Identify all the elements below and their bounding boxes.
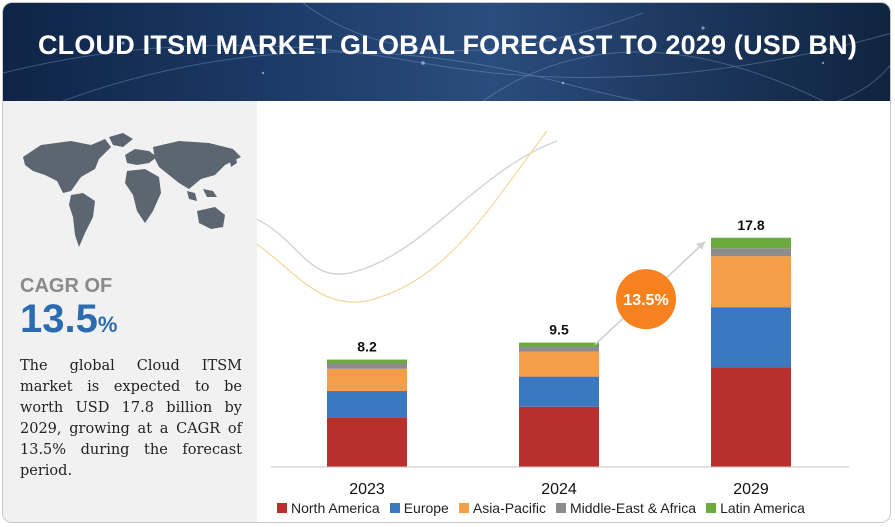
cagr-value: 13.5%: [20, 297, 117, 342]
stacked-bar-chart: 8.2 2023 9.5 2024 17.8 2029 13.5%: [257, 130, 849, 497]
bar-segment-2023-middle-east-africa: [327, 363, 407, 369]
legend-swatch: [389, 503, 400, 513]
bar-segment-2029-middle-east-africa: [711, 248, 791, 257]
bar-segment-2024-middle-east-africa: [519, 346, 599, 352]
total-label-2029: 17.8: [737, 217, 764, 233]
cagr-number: 13.5: [20, 297, 98, 341]
legend-item-north-america: North America: [277, 500, 380, 516]
legend-label: Middle-East & Africa: [570, 500, 697, 516]
x-tick-label-2029: 2029: [733, 481, 769, 497]
legend-label: Latin America: [720, 500, 805, 516]
labels-layer: 8.2 2023 9.5 2024 17.8 2029: [349, 217, 769, 497]
total-label-2023: 8.2: [357, 339, 377, 355]
bars-layer: [327, 237, 791, 467]
bar-segment-2024-latin-america: [519, 342, 599, 347]
legend-label: Asia-Pacific: [472, 500, 546, 516]
legend-item-latin-america: Latin America: [706, 500, 805, 516]
cagr-percent-sign: %: [97, 312, 118, 337]
banner-network-decoration: [3, 3, 890, 101]
cagr-label: CAGR OF: [20, 275, 113, 297]
bar-segment-2023-latin-america: [327, 359, 407, 364]
cagr-annotation: 13.5%: [594, 241, 706, 346]
bar-segment-2023-north-america: [327, 417, 407, 467]
world-map-icon: [23, 133, 241, 247]
bar-segment-2024-north-america: [519, 406, 599, 467]
legend-item-middle-east-africa: Middle-East & Africa: [556, 500, 696, 516]
legend-swatch: [277, 503, 287, 513]
legend-swatch: [458, 503, 469, 513]
legend-item-europe: Europe: [389, 500, 449, 516]
legend-label: Europe: [403, 500, 449, 516]
summary-panel: CAGR OF 13.5% The global Cloud ITSM mark…: [3, 101, 257, 522]
bar-segment-2029-asia-pacific: [711, 256, 791, 308]
x-tick-label-2024: 2024: [541, 481, 577, 497]
growth-arrow-head: [696, 241, 705, 250]
legend-swatch: [706, 503, 717, 513]
market-description: The global Cloud ITSM market is expected…: [20, 358, 242, 479]
cagr-badge-circle: [616, 269, 676, 330]
bar-segment-2023-europe: [327, 391, 407, 418]
decorative-swoosh: [257, 130, 558, 303]
x-tick-label-2023: 2023: [349, 481, 385, 497]
total-label-2024: 9.5: [549, 322, 569, 338]
bar-segment-2029-latin-america: [711, 237, 791, 249]
bar-segment-2024-asia-pacific: [519, 351, 599, 377]
bar-segment-2024-europe: [519, 376, 599, 407]
chart-legend: North America Europe Asia-Pacific Middle-Ea…: [277, 500, 805, 516]
cagr-badge-label: 13.5%: [623, 292, 668, 309]
legend-item-asia-pacific: Asia-Pacific: [458, 500, 546, 516]
bar-segment-2023-asia-pacific: [327, 368, 407, 392]
legend-swatch: [556, 503, 566, 513]
bar-segment-2029-europe: [711, 307, 791, 368]
title-banner: CLOUD ITSM MARKET GLOBAL FORECAST TO 202…: [3, 3, 890, 101]
page-title: CLOUD ITSM MARKET GLOBAL FORECAST TO 202…: [37, 30, 858, 60]
bar-segment-2029-north-america: [711, 367, 791, 467]
legend-label: North America: [291, 500, 380, 516]
